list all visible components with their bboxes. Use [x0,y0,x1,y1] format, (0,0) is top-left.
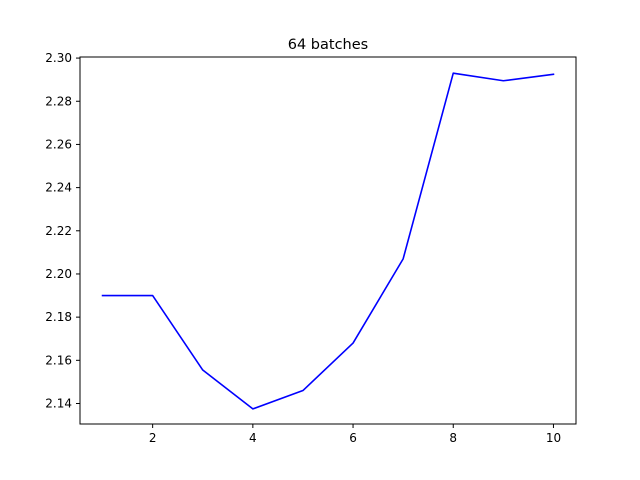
chart-title: 64 batches [288,37,368,53]
y-tick-label: 2.26 [45,137,72,151]
y-tick-label: 2.20 [45,267,72,281]
x-tick-label: 2 [149,431,157,445]
series-layer [101,72,555,410]
x-tick-label: 10 [546,431,561,445]
y-tick-label: 2.30 [45,51,72,65]
x-tick-label: 4 [249,431,257,445]
y-axis: 2.14 2.16 2.18 2.20 2.22 2.24 2.26 2.28 2.30 [45,51,80,410]
y-tick-label: 2.16 [45,353,72,367]
x-tick-label: 6 [349,431,357,445]
y-tick-label: 2.22 [45,224,72,238]
y-tick-label: 2.28 [45,94,72,108]
y-tick-label: 2.24 [45,181,72,195]
y-tick-label: 2.14 [45,396,72,410]
series-line [101,72,555,410]
x-axis: 2 4 6 8 10 [149,424,561,445]
y-tick-label: 2.18 [45,310,72,324]
plot-frame [79,56,577,425]
x-tick-label: 8 [449,431,457,445]
